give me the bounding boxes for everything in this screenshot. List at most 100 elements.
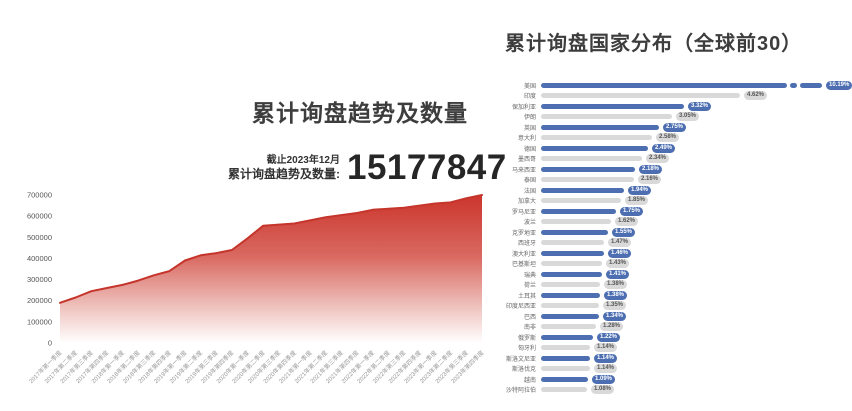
bar-row: 墨西哥 2.34% [492, 154, 852, 165]
value-badge: 1.85% [625, 196, 649, 206]
bar-track: 1.94% [541, 185, 852, 195]
country-bar [541, 261, 602, 267]
value-badge: 2.49% [652, 143, 676, 153]
value-badge: 1.41% [606, 269, 630, 279]
value-badge: 1.14% [594, 364, 618, 374]
bar-row: 美国 10.19% [492, 80, 852, 91]
bar-row: 意大利 2.58% [492, 133, 852, 144]
bar-track: 1.22% [541, 332, 852, 342]
bar-track: 10.19% [541, 80, 852, 90]
country-bar [541, 355, 590, 361]
bar-row: 俄罗斯 1.22% [492, 332, 852, 343]
country-label: 瑞典 [523, 272, 536, 279]
bar-row: 斯洛伐克 1.14% [492, 364, 852, 375]
bar-row: 加拿大 1.85% [492, 196, 852, 207]
bar-track: 1.09% [541, 374, 852, 384]
country-bar [541, 145, 648, 151]
bar-track: 1.38% [541, 290, 852, 300]
country-chart-title: 累计询盘国家分布（全球前30） [505, 33, 803, 55]
country-bar [541, 376, 588, 382]
country-label: 美国 [523, 83, 536, 90]
bar-track: 2.75% [541, 122, 852, 132]
country-bar [541, 135, 652, 141]
value-badge: 1.14% [594, 343, 618, 353]
bar-track: 4.62% [541, 91, 852, 101]
country-bar [541, 292, 600, 298]
area-fill [60, 195, 482, 343]
y-tick-label: 0 [48, 339, 52, 348]
bar-row: 保加利亚 3.32% [492, 101, 852, 112]
value-badge: 1.38% [604, 280, 628, 290]
value-badge: 1.28% [600, 322, 624, 332]
value-badge: 1.46% [608, 248, 632, 258]
bar-row: 西班牙 1.47% [492, 238, 852, 249]
country-bar [541, 208, 616, 214]
country-bar [541, 93, 740, 99]
bar-track: 1.14% [541, 343, 852, 353]
country-bar [541, 282, 600, 288]
value-badge: 1.47% [608, 238, 632, 248]
value-badge: 1.75% [620, 206, 644, 216]
value-badge: 1.22% [597, 332, 621, 342]
value-badge: 1.34% [603, 311, 627, 321]
y-tick-label: 200000 [27, 296, 52, 305]
bar-track: 1.41% [541, 269, 852, 279]
value-badge: 1.38% [604, 290, 628, 300]
y-tick-label: 100000 [27, 317, 52, 326]
bar-row: 越南 1.09% [492, 374, 852, 385]
value-badge: 1.08% [591, 385, 615, 395]
bar-row: 土耳其 1.38% [492, 290, 852, 301]
trend-total-block: 截止2023年12月 累计询盘趋势及数量: 15177847 [228, 150, 507, 186]
country-label: 荷兰 [523, 283, 536, 290]
value-badge: 1.55% [612, 227, 636, 237]
country-label: 匈牙利 [517, 346, 536, 353]
country-bar [541, 240, 604, 246]
country-bar [541, 387, 587, 393]
country-bar [541, 271, 602, 277]
bar-track: 1.85% [541, 196, 852, 206]
country-label: 波兰 [523, 220, 536, 227]
bar-track: 1.55% [541, 227, 852, 237]
country-label: 印度尼西亚 [505, 304, 536, 311]
bar-track: 1.08% [541, 385, 852, 395]
trend-chart-title: 累计询盘趋势及数量 [252, 100, 468, 126]
y-tick-label: 300000 [27, 275, 52, 284]
value-badge: 3.05% [676, 112, 700, 122]
y-tick-label: 400000 [27, 254, 52, 263]
country-label: 墨西哥 [517, 157, 536, 164]
bar-track: 1.43% [541, 259, 852, 269]
bar-track: 1.14% [541, 364, 852, 374]
country-bar [541, 103, 684, 109]
country-bar [541, 166, 635, 172]
country-bar [541, 124, 659, 130]
bar-track: 1.28% [541, 322, 852, 332]
bar-track: 2.58% [541, 133, 852, 143]
bar-row: 法国 1.94% [492, 185, 852, 196]
country-bar [541, 345, 590, 351]
country-bar [541, 198, 621, 204]
country-label: 巴西 [523, 314, 536, 321]
value-badge: 1.35% [603, 301, 627, 311]
country-label: 巴基斯坦 [511, 262, 536, 269]
country-label: 泰国 [523, 178, 536, 185]
country-label: 西班牙 [517, 241, 536, 248]
bar-track: 1.34% [541, 311, 852, 321]
bar-track: 1.62% [541, 217, 852, 227]
value-badge: 1.09% [592, 374, 616, 384]
value-badge: 2.58% [656, 133, 680, 143]
bar-row: 南非 1.28% [492, 322, 852, 333]
country-bar [541, 229, 608, 235]
bar-track: 2.18% [541, 164, 852, 174]
bar-track: 2.34% [541, 154, 852, 164]
value-badge: 2.34% [646, 154, 670, 164]
bar-row: 斯洛文尼亚 1.14% [492, 353, 852, 364]
bar-row: 巴基斯坦 1.43% [492, 259, 852, 270]
value-badge: 1.43% [606, 259, 630, 269]
country-label: 加拿大 [517, 199, 536, 206]
bar-row: 马来西亚 2.18% [492, 164, 852, 175]
trend-total-value: 15177847 [347, 148, 507, 187]
country-bar [541, 324, 596, 330]
country-bar [541, 177, 634, 183]
bar-row: 巴西 1.34% [492, 311, 852, 322]
